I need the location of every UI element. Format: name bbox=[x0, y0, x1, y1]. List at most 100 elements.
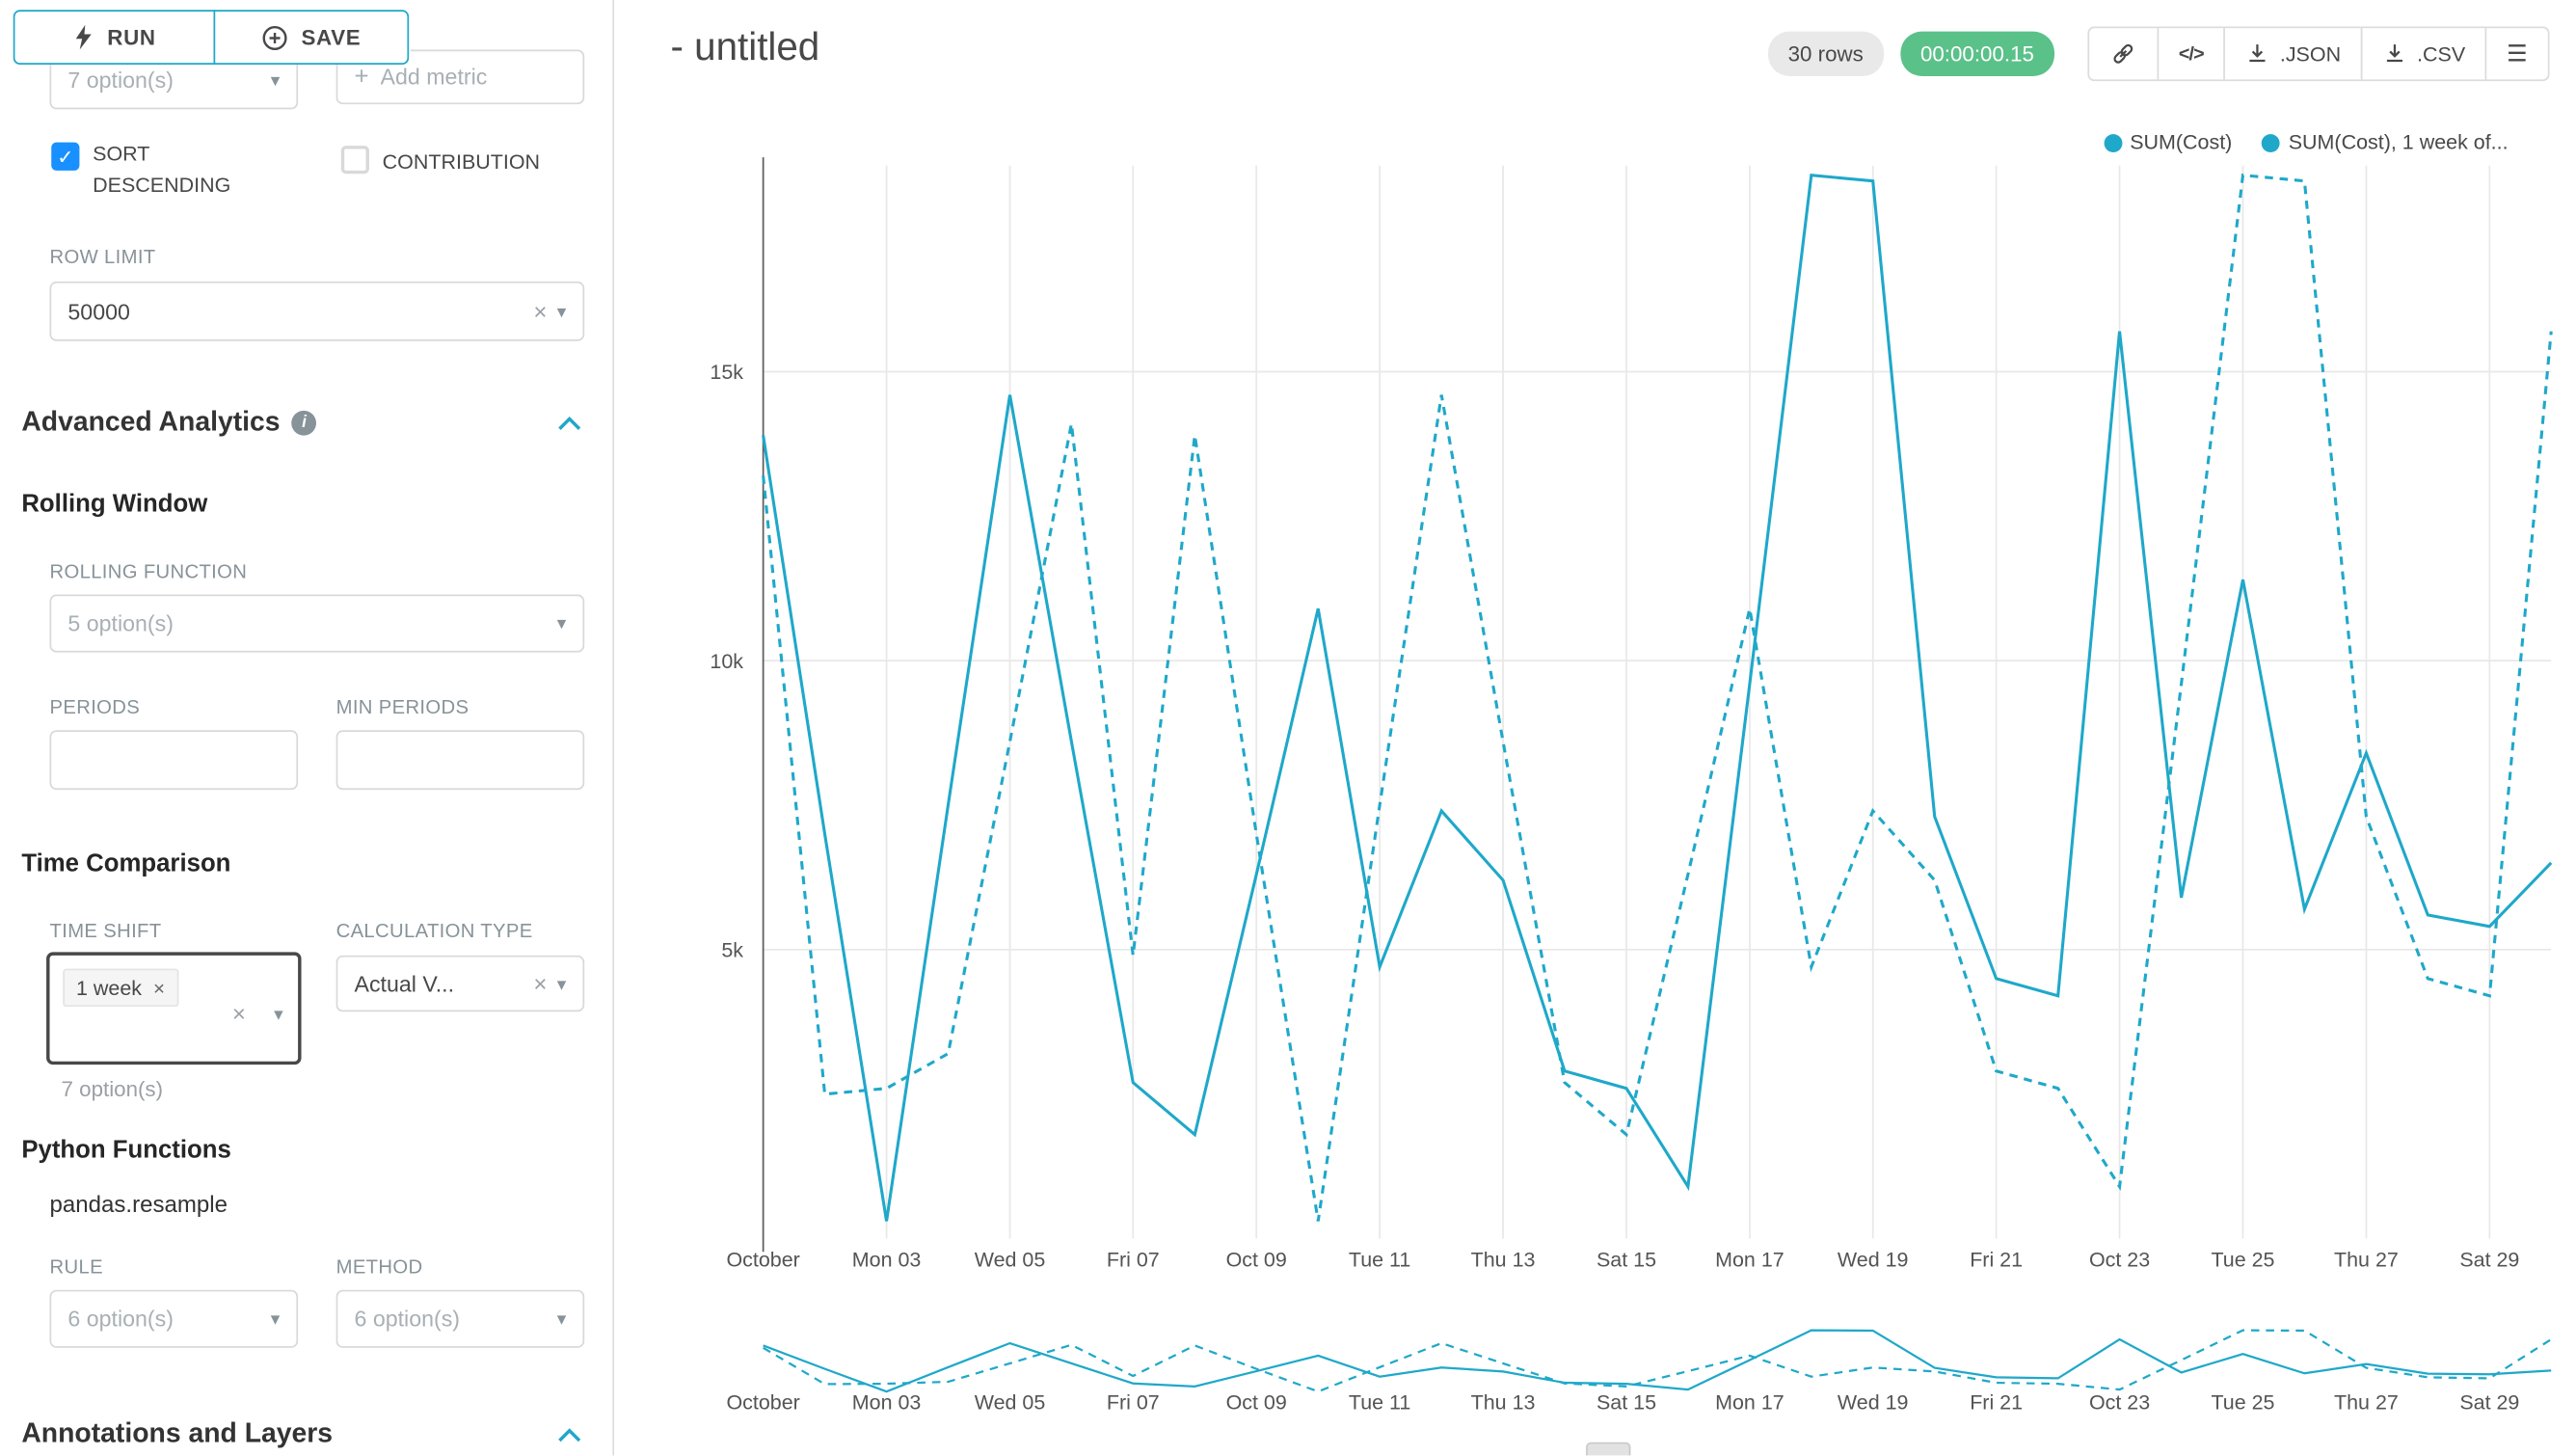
min-periods-input[interactable] bbox=[335, 730, 585, 791]
svg-text:Mon 03: Mon 03 bbox=[852, 1390, 922, 1414]
chevron-down-icon[interactable]: ▾ bbox=[556, 974, 567, 995]
clear-icon[interactable]: × bbox=[533, 970, 548, 997]
sort-descending-checkbox[interactable]: ✓ bbox=[51, 142, 80, 171]
svg-text:Oct 09: Oct 09 bbox=[1226, 1390, 1287, 1414]
calculation-type-value: Actual V... bbox=[354, 971, 455, 996]
export-json-button[interactable]: .JSON bbox=[2223, 26, 2363, 82]
advanced-analytics-header[interactable]: Advanced Analytics i bbox=[21, 407, 317, 439]
save-label: SAVE bbox=[301, 24, 362, 50]
svg-text:Tue 25: Tue 25 bbox=[2211, 1249, 2274, 1272]
time-shift-select[interactable]: 1 week × × ▾ bbox=[46, 952, 302, 1065]
time-shift-options-hint: 7 option(s) bbox=[61, 1076, 164, 1101]
clear-icon[interactable]: × bbox=[533, 298, 548, 325]
rule-select[interactable]: 6 option(s) ▾ bbox=[49, 1289, 299, 1348]
time-series-chart[interactable]: October October Mon 03 Mon 03 Wed 05 Wed 05 Fr… bbox=[614, 0, 2576, 1455]
row-limit-value: 50000 bbox=[67, 298, 130, 324]
pandas-resample-label: pandas.resample bbox=[49, 1190, 228, 1218]
chart-menu-button[interactable]: ☰ bbox=[2484, 26, 2550, 82]
chart-title: - untitled bbox=[670, 24, 820, 68]
legend-item-sum-cost-offset[interactable]: SUM(Cost), 1 week of... bbox=[2262, 130, 2509, 154]
download-icon bbox=[2249, 44, 2266, 63]
time-shift-tag[interactable]: 1 week × bbox=[63, 968, 178, 1008]
svg-text:Sat 15: Sat 15 bbox=[1597, 1390, 1656, 1414]
legend-label: SUM(Cost), 1 week of... bbox=[2288, 130, 2509, 154]
annotations-layers-title: Annotations and Layers bbox=[21, 1418, 334, 1449]
svg-text:Wed 05: Wed 05 bbox=[975, 1390, 1046, 1414]
export-csv-button[interactable]: .CSV bbox=[2360, 26, 2487, 82]
svg-text:Fri 21: Fri 21 bbox=[1970, 1249, 2023, 1272]
time-shift-tag-label: 1 week bbox=[75, 976, 143, 1000]
query-timer-badge: 00:00:00.15 bbox=[1900, 31, 2054, 76]
row-limit-select[interactable]: 50000 × ▾ bbox=[49, 281, 585, 341]
periods-input[interactable] bbox=[49, 730, 299, 791]
series-dot-icon bbox=[2103, 133, 2122, 152]
time-comparison-title: Time Comparison bbox=[21, 849, 231, 878]
annotations-layers-header[interactable]: Annotations and Layers bbox=[21, 1419, 333, 1451]
plus-circle-icon bbox=[262, 25, 287, 50]
chevron-down-icon[interactable]: ▾ bbox=[270, 69, 281, 91]
add-metric-label: Add metric bbox=[380, 64, 488, 90]
collapse-chevron-up-icon[interactable] bbox=[556, 416, 582, 432]
plus-icon: + bbox=[354, 63, 369, 92]
svg-text:Wed 05: Wed 05 bbox=[975, 1249, 1046, 1272]
method-select[interactable]: 6 option(s) ▾ bbox=[335, 1289, 585, 1348]
svg-text:Thu 13: Thu 13 bbox=[1471, 1390, 1536, 1414]
export-csv-label: .CSV bbox=[2417, 41, 2466, 66]
periods-label: PERIODS bbox=[49, 695, 141, 719]
sort-descending-label: SORT DESCENDING bbox=[93, 142, 231, 197]
svg-text:Thu 13: Thu 13 bbox=[1471, 1249, 1536, 1272]
resize-handle[interactable] bbox=[1586, 1442, 1631, 1456]
contribution-label: CONTRIBUTION bbox=[382, 150, 541, 175]
code-icon: </> bbox=[2178, 43, 2205, 65]
svg-text:Oct 23: Oct 23 bbox=[2089, 1390, 2150, 1414]
method-label: METHOD bbox=[335, 1254, 423, 1279]
chevron-down-icon[interactable]: ▾ bbox=[274, 1004, 283, 1025]
chevron-down-icon[interactable]: ▾ bbox=[270, 1309, 281, 1330]
remove-tag-icon[interactable]: × bbox=[153, 976, 166, 1000]
svg-text:Fri 07: Fri 07 bbox=[1107, 1390, 1160, 1414]
legend-item-sum-cost[interactable]: SUM(Cost) bbox=[2103, 131, 2232, 154]
save-button[interactable]: SAVE bbox=[213, 10, 410, 65]
svg-text:Tue 25: Tue 25 bbox=[2211, 1390, 2274, 1414]
svg-text:Fri 21: Fri 21 bbox=[1970, 1390, 2023, 1414]
chart-panel: - untitled 30 rows 00:00:00.15 </> bbox=[614, 0, 2576, 1456]
svg-text:Tue 11: Tue 11 bbox=[1349, 1249, 1410, 1272]
embed-code-button[interactable]: </> bbox=[2157, 26, 2226, 82]
min-periods-label: MIN PERIODS bbox=[335, 695, 470, 719]
chevron-down-icon[interactable]: ▾ bbox=[556, 1309, 567, 1330]
svg-text:Oct 09: Oct 09 bbox=[1226, 1249, 1287, 1272]
rule-placeholder: 6 option(s) bbox=[67, 1306, 174, 1332]
svg-text:Thu 27: Thu 27 bbox=[2334, 1249, 2399, 1272]
series-dot-icon bbox=[2262, 133, 2281, 152]
rolling-window-title: Rolling Window bbox=[21, 490, 208, 519]
calculation-type-label: CALCULATION TYPE bbox=[335, 919, 533, 943]
rolling-function-placeholder: 5 option(s) bbox=[67, 610, 174, 636]
run-button[interactable]: RUN bbox=[13, 10, 216, 65]
svg-text:Sat 29: Sat 29 bbox=[2459, 1249, 2519, 1272]
calculation-type-select[interactable]: Actual V... × ▾ bbox=[335, 955, 585, 1012]
advanced-analytics-title: Advanced Analytics bbox=[21, 407, 281, 438]
chevron-down-icon[interactable]: ▾ bbox=[556, 614, 567, 634]
svg-text:Sat 29: Sat 29 bbox=[2459, 1390, 2519, 1414]
chevron-down-icon[interactable]: ▾ bbox=[556, 302, 567, 322]
svg-text:October: October bbox=[726, 1249, 799, 1272]
menu-icon: ☰ bbox=[2507, 40, 2528, 67]
svg-text:Tue 11: Tue 11 bbox=[1349, 1390, 1410, 1414]
svg-text:15k: 15k bbox=[710, 361, 743, 384]
chart-actions-toolbar: </> .JSON .CSV ☰ bbox=[2087, 26, 2550, 82]
svg-text:Thu 27: Thu 27 bbox=[2334, 1390, 2399, 1414]
collapse-chevron-up-icon[interactable] bbox=[556, 1427, 582, 1443]
clear-icon[interactable]: × bbox=[231, 1000, 246, 1027]
svg-text:Mon 03: Mon 03 bbox=[852, 1249, 922, 1272]
rolling-function-select[interactable]: 5 option(s) ▾ bbox=[49, 594, 585, 653]
svg-text:Mon 17: Mon 17 bbox=[1715, 1390, 1784, 1414]
svg-text:10k: 10k bbox=[710, 650, 743, 673]
lightning-icon bbox=[75, 24, 92, 50]
svg-text:October: October bbox=[726, 1390, 799, 1414]
method-placeholder: 6 option(s) bbox=[354, 1306, 461, 1332]
control-panel-sidebar: RUN SAVE 7 option(s) ▾ + Add metric ✓ SO… bbox=[0, 0, 615, 1456]
row-count-badge: 30 rows bbox=[1767, 31, 1884, 76]
contribution-checkbox[interactable] bbox=[340, 146, 369, 175]
rule-label: RULE bbox=[49, 1254, 103, 1279]
